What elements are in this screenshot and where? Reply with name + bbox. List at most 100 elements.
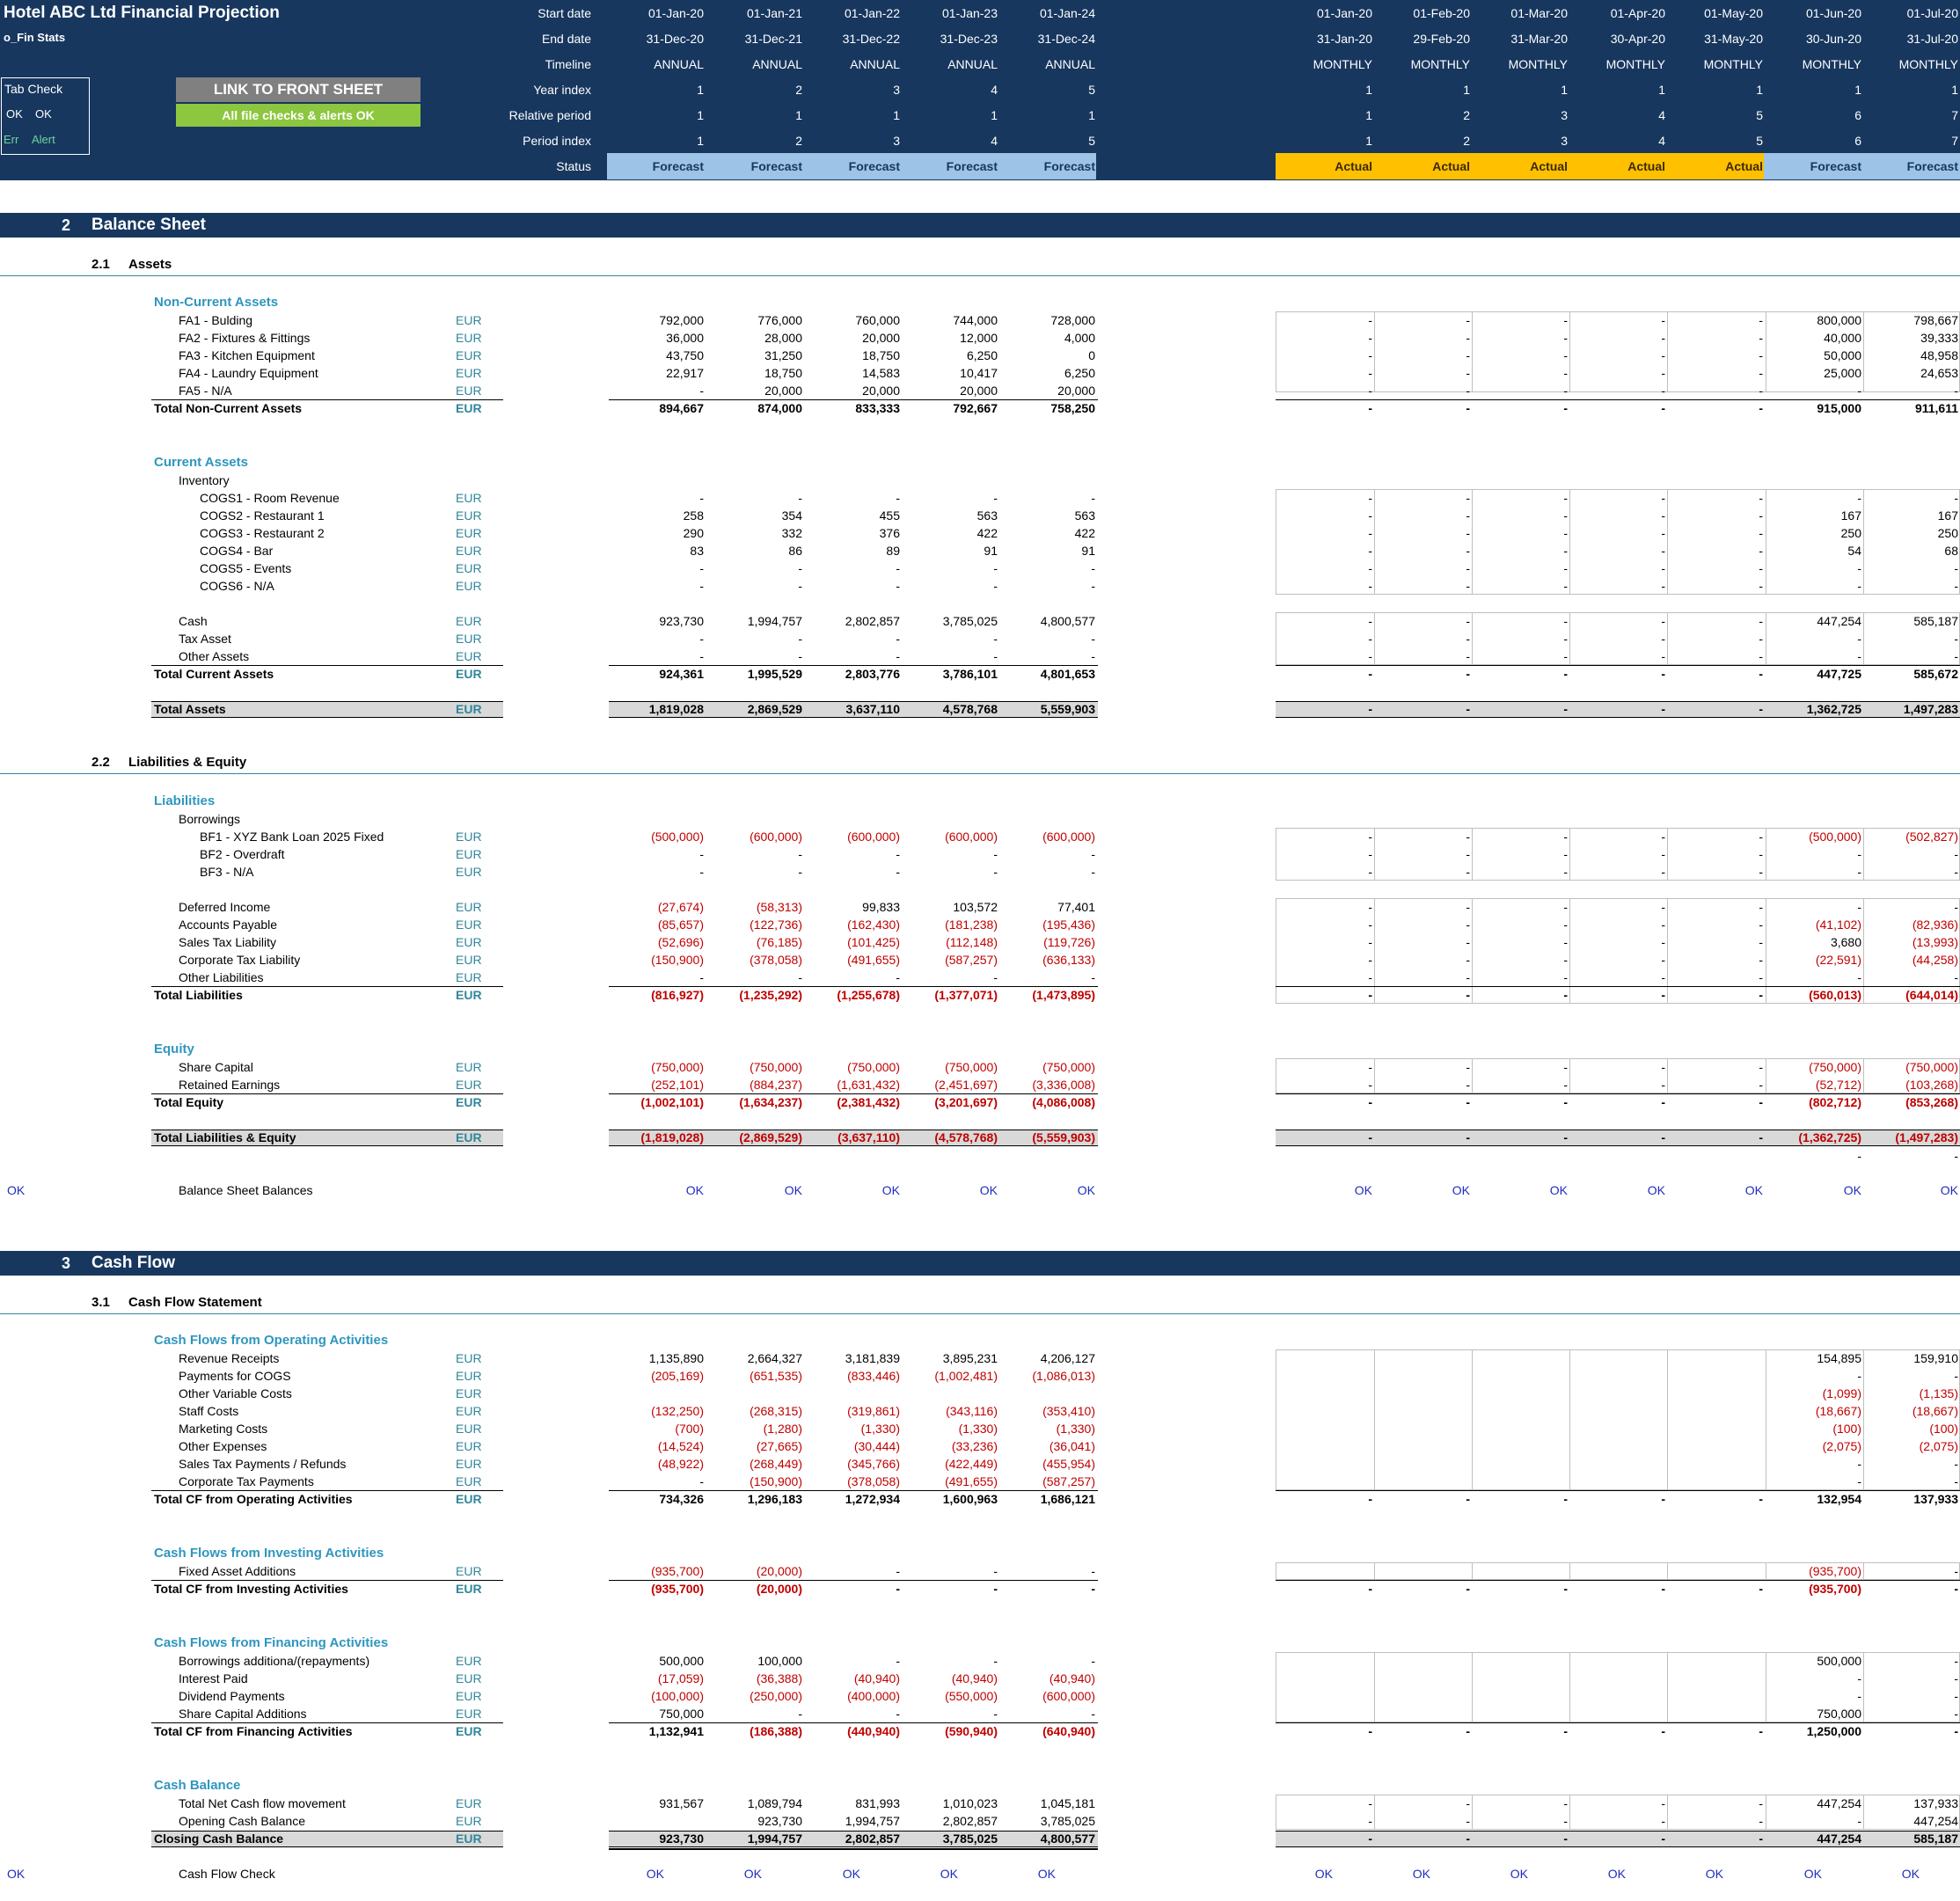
check-status: OK — [1412, 1867, 1430, 1881]
annual-value: (455,954) — [1042, 1457, 1095, 1471]
monthly-value: - — [1466, 667, 1470, 681]
header-row-label: Relative period — [508, 108, 591, 122]
timeline-cell: 01-Jan-24 — [1039, 6, 1095, 20]
monthly-value — [1668, 1705, 1763, 1722]
annual-value: (600,000) — [1042, 1689, 1095, 1703]
subsection-title: Liabilities & Equity — [128, 755, 247, 770]
annual-value: 83 — [690, 544, 704, 558]
monthly-value: 447,254 — [1913, 1814, 1958, 1828]
column-divider — [1472, 1795, 1473, 1830]
link-to-front-sheet-button[interactable]: LINK TO FRONT SHEET — [176, 77, 421, 102]
monthly-value: - — [1563, 970, 1568, 984]
annual-value: 758,250 — [1050, 401, 1095, 415]
unit-label: EUR — [456, 348, 482, 362]
row-label: Accounts Payable — [179, 918, 278, 932]
monthly-value: - — [1466, 1724, 1470, 1738]
annual-value: (20,000) — [756, 1564, 802, 1578]
monthly-value — [1570, 1437, 1665, 1455]
unit-label: EUR — [456, 1814, 482, 1828]
annual-value: 28,000 — [764, 331, 802, 345]
annual-value: (101,425) — [847, 935, 900, 949]
monthly-value: - — [1466, 508, 1470, 523]
monthly-value: - — [1759, 526, 1763, 540]
group-heading: Cash Balance — [154, 1778, 241, 1793]
annual-value: 3,181,839 — [845, 1351, 900, 1365]
file-checks-status-badge: All file checks & alerts OK — [176, 104, 421, 127]
row-label: COGS3 - Restaurant 2 — [200, 526, 325, 540]
rule-line — [151, 665, 503, 666]
column-divider — [1374, 1562, 1375, 1580]
annual-value: (76,185) — [756, 935, 802, 949]
monthly-value: - — [1368, 579, 1372, 593]
monthly-value: - — [1661, 970, 1665, 984]
timeline-cell: 5 — [1088, 134, 1095, 148]
monthly-value: - — [1954, 579, 1958, 593]
monthly-value: - — [1759, 632, 1763, 646]
monthly-value: - — [1466, 1078, 1470, 1092]
annual-value: - — [699, 847, 704, 861]
annual-value: 792,667 — [953, 401, 998, 415]
timeline-cell: 1 — [697, 108, 704, 122]
monthly-value: (100) — [1832, 1422, 1861, 1436]
annual-value: (640,940) — [1042, 1724, 1095, 1738]
monthly-value — [1277, 1402, 1372, 1420]
monthly-value: - — [1368, 935, 1372, 949]
monthly-value: (644,014) — [1905, 988, 1958, 1002]
column-divider — [1569, 1795, 1570, 1830]
annual-value: 1,135,890 — [648, 1351, 704, 1365]
monthly-value: - — [1368, 1814, 1372, 1828]
monthly-value: - — [1466, 830, 1470, 844]
rule-line — [1276, 1490, 1960, 1491]
annual-value: 12,000 — [960, 331, 998, 345]
timeline-cell: 31-Dec-20 — [646, 32, 704, 46]
row-label: COGS6 - N/A — [200, 579, 274, 593]
monthly-value: - — [1368, 614, 1372, 628]
monthly-value: 39,333 — [1920, 331, 1958, 345]
annual-value: 4,000 — [1064, 331, 1095, 345]
monthly-value: - — [1661, 331, 1665, 345]
check-label: Balance Sheet Balances — [179, 1183, 313, 1197]
monthly-value — [1277, 1652, 1372, 1670]
annual-value: 833,333 — [855, 401, 900, 415]
annual-value: (268,449) — [750, 1457, 802, 1471]
annual-value: (1,280) — [763, 1422, 802, 1436]
unit-label: EUR — [456, 1060, 482, 1074]
unit-label: EUR — [456, 313, 482, 327]
timeline-cell: 4 — [1658, 134, 1665, 148]
check-status: OK — [1037, 1867, 1056, 1881]
monthly-value: - — [1368, 632, 1372, 646]
monthly-value: - — [1759, 900, 1763, 914]
annual-value: (119,726) — [1043, 935, 1095, 949]
annual-value: - — [896, 970, 900, 984]
total-row-label: Total Liabilities & Equity — [154, 1130, 296, 1144]
monthly-value: - — [1759, 614, 1763, 628]
monthly-value: - — [1466, 847, 1470, 861]
unit-label: EUR — [456, 544, 482, 558]
row-label: Borrowings additiona/(repayments) — [179, 1654, 370, 1668]
annual-value: 376 — [879, 526, 900, 540]
monthly-value: - — [1368, 1130, 1372, 1144]
annual-value: - — [1091, 632, 1095, 646]
timeline-cell: 2 — [795, 134, 802, 148]
annual-value: 2,803,776 — [845, 667, 900, 681]
monthly-value: - — [1563, 1796, 1568, 1810]
annual-value: 1,296,183 — [747, 1492, 802, 1506]
monthly-value: 447,725 — [1817, 667, 1861, 681]
annual-value: (378,058) — [750, 953, 802, 967]
total-row-label: Total Equity — [154, 1095, 224, 1109]
monthly-value: - — [1563, 1095, 1568, 1109]
row-label: FA4 - Laundry Equipment — [179, 366, 318, 380]
monthly-value — [1277, 1455, 1372, 1473]
monthly-value: (18,667) — [1912, 1404, 1958, 1418]
monthly-value: - — [1954, 1654, 1958, 1668]
annual-value: 1,819,028 — [648, 702, 704, 716]
monthly-value: (41,102) — [1815, 918, 1861, 932]
annual-value: (651,535) — [750, 1369, 802, 1383]
rule-line — [609, 1093, 1098, 1094]
annual-value: - — [993, 847, 998, 861]
monthly-value: - — [1466, 935, 1470, 949]
monthly-value: 154,895 — [1817, 1351, 1861, 1365]
annual-value: (636,133) — [1042, 953, 1095, 967]
monthly-value: 137,933 — [1913, 1492, 1958, 1506]
unit-label: EUR — [456, 1492, 482, 1506]
